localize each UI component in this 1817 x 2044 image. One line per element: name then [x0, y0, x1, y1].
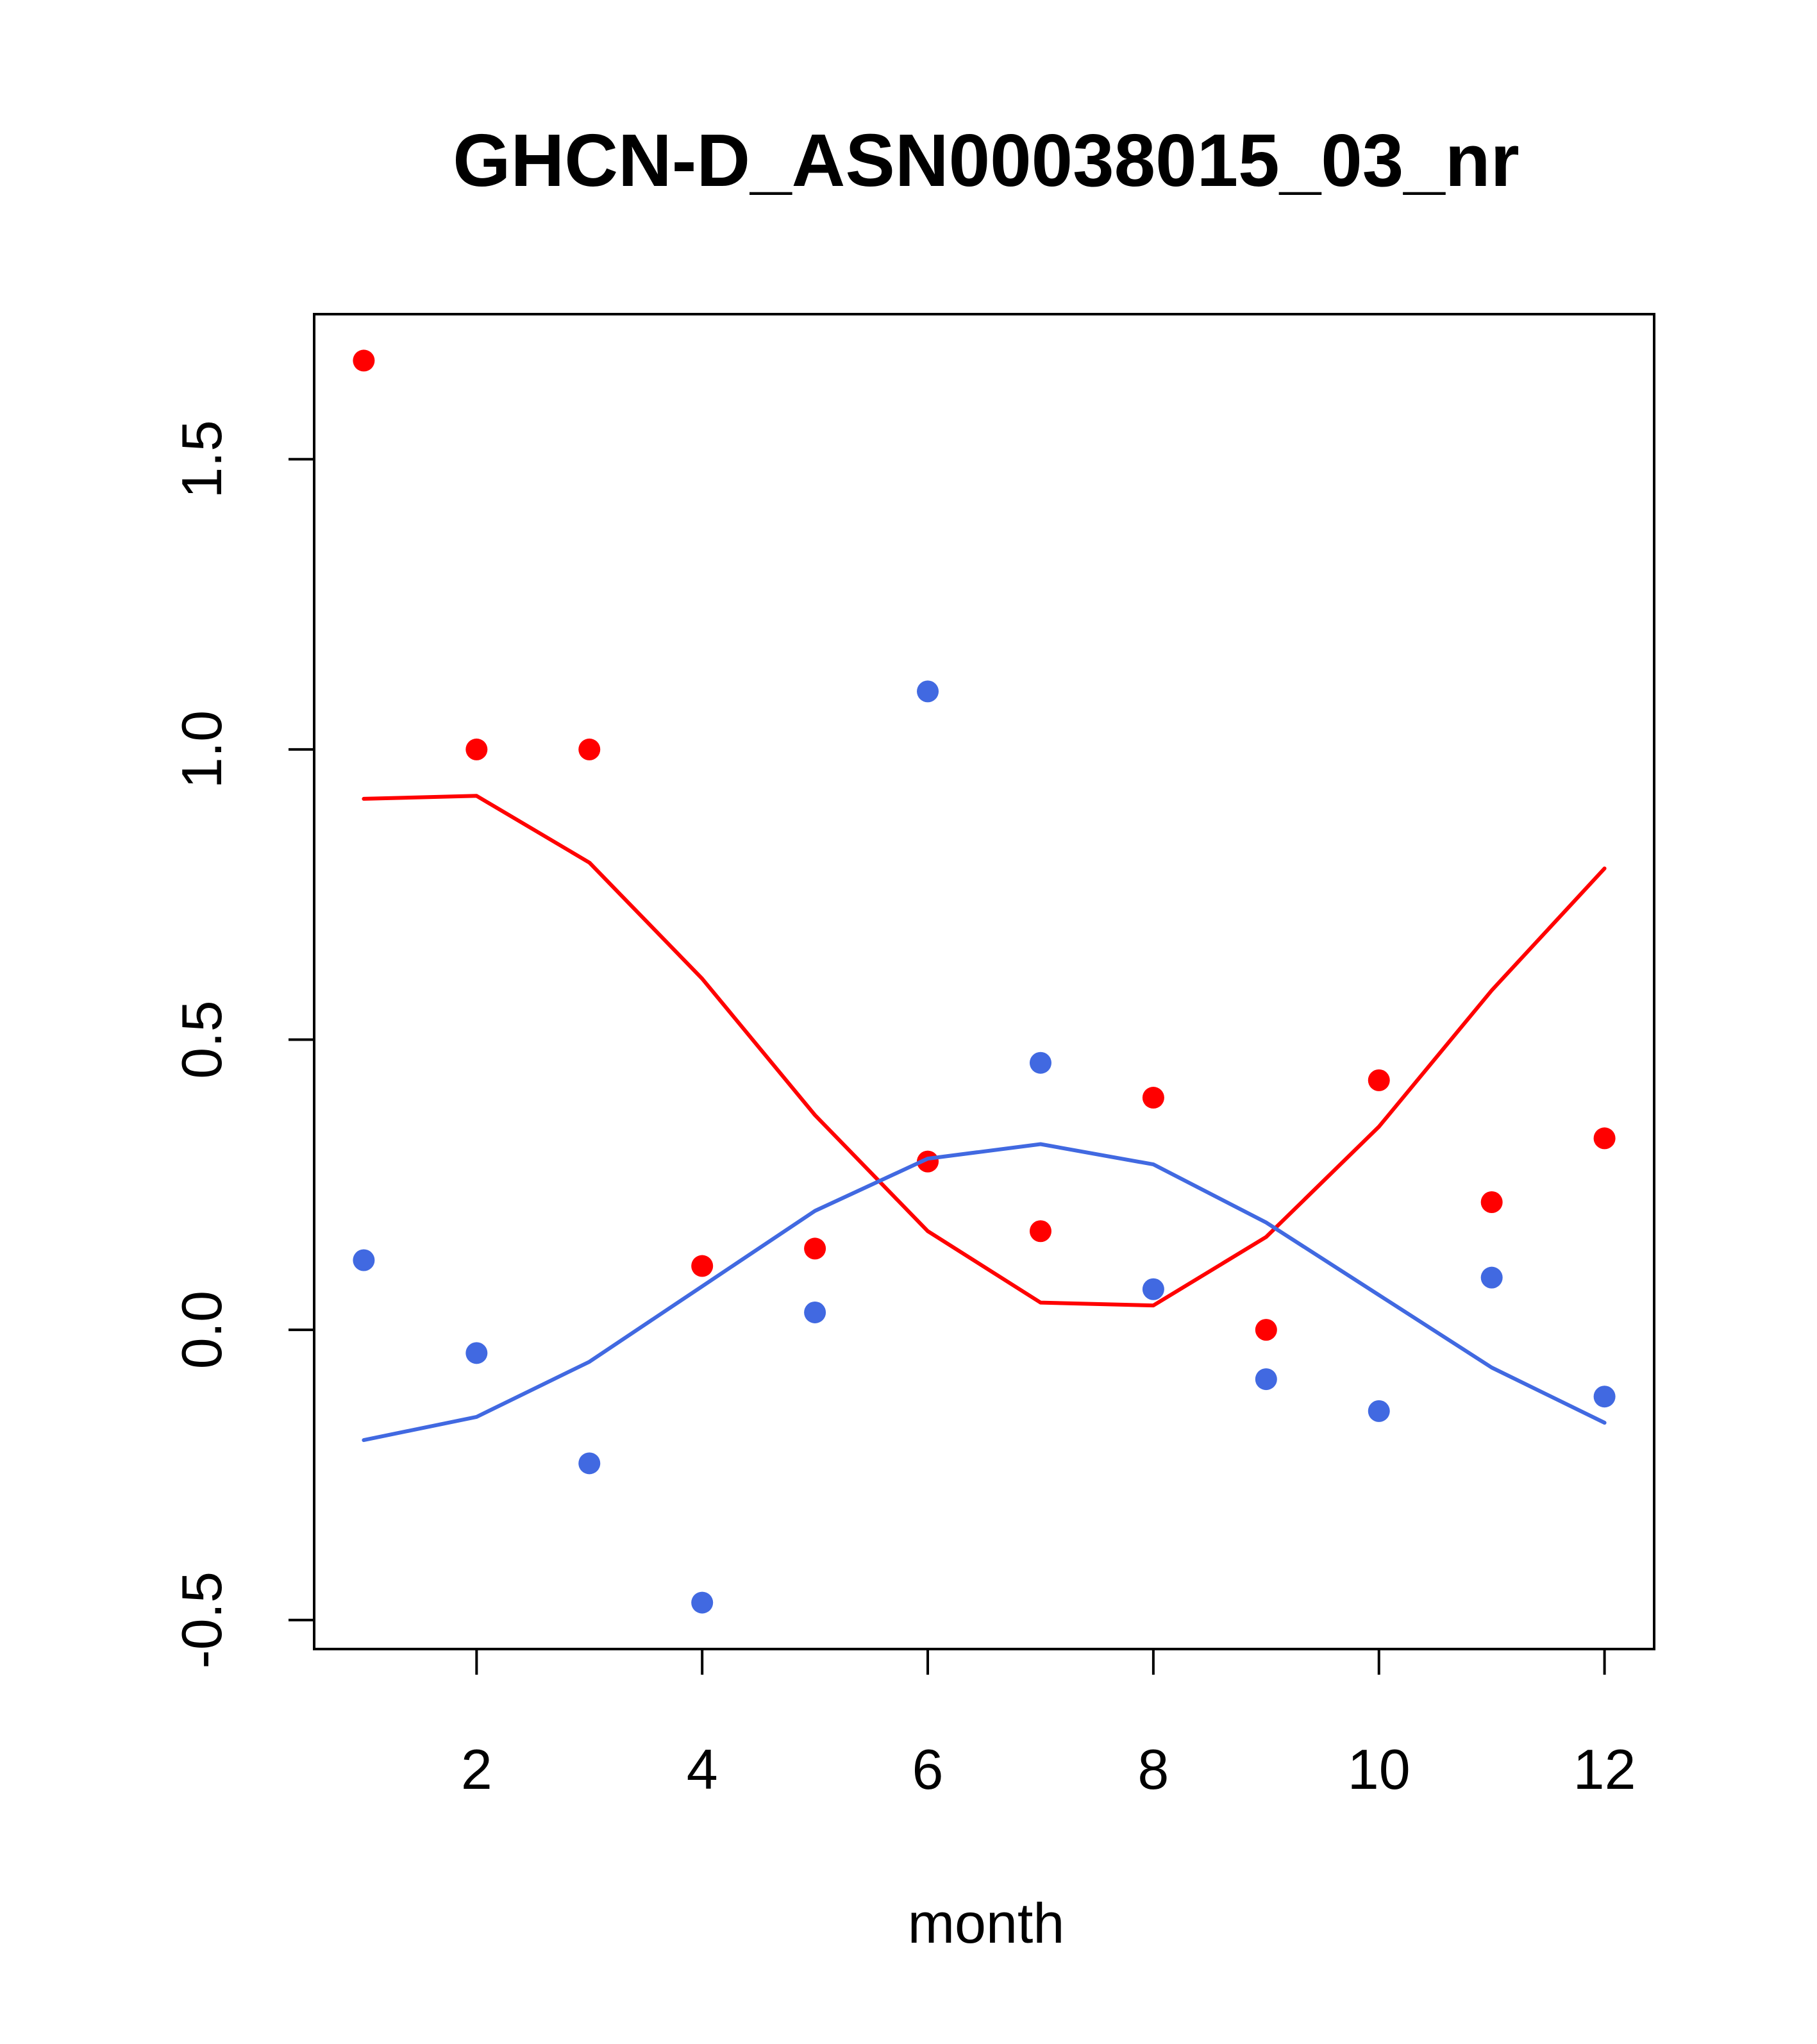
data-point [1142, 1278, 1164, 1300]
series-1 [353, 349, 1616, 1341]
data-point [1480, 1191, 1503, 1213]
y-axis: -0.5 0.0 0.5 1.0 1.5 [170, 420, 315, 1669]
data-point [917, 680, 939, 703]
data-point [1593, 1127, 1616, 1150]
data-point [353, 1249, 375, 1271]
data-point [465, 738, 488, 760]
series-line [362, 1142, 1607, 1443]
chart-title: GHCN-D_ASN00038015_03_nr [453, 119, 1520, 202]
data-point [578, 738, 601, 760]
series-layer [353, 349, 1616, 1614]
x-tick-label: 8 [1137, 1738, 1169, 1801]
y-tick-label: -0.5 [170, 1571, 233, 1669]
series-line [362, 794, 1607, 1308]
data-point [1593, 1386, 1616, 1408]
data-point [1480, 1266, 1503, 1289]
y-tick-label: 0.0 [170, 1291, 233, 1369]
data-point [1368, 1400, 1390, 1422]
data-point [1368, 1069, 1390, 1091]
plot-frame [313, 313, 1655, 1650]
x-tick-label: 2 [461, 1738, 492, 1801]
data-point [804, 1301, 826, 1323]
data-point [1029, 1051, 1051, 1074]
y-tick-label: 1.5 [170, 420, 233, 498]
x-tick-label: 4 [687, 1738, 718, 1801]
data-point [804, 1237, 826, 1260]
series-2 [353, 680, 1616, 1614]
y-tick-label: 0.5 [170, 1000, 233, 1078]
data-point [1255, 1368, 1277, 1391]
x-axis-label: month [908, 1891, 1065, 1955]
data-point [691, 1255, 714, 1277]
data-point [353, 349, 375, 372]
x-tick-label: 12 [1573, 1738, 1636, 1801]
x-tick-label: 10 [1348, 1738, 1411, 1801]
data-point [1255, 1319, 1277, 1341]
data-point [691, 1591, 714, 1614]
x-tick-label: 6 [912, 1738, 944, 1801]
y-tick-label: 1.0 [170, 710, 233, 789]
data-point [465, 1342, 488, 1364]
data-point [1029, 1220, 1051, 1243]
data-point [1142, 1087, 1164, 1109]
x-axis: 2 4 6 8 10 12 [461, 1648, 1636, 1801]
data-point [578, 1452, 601, 1475]
